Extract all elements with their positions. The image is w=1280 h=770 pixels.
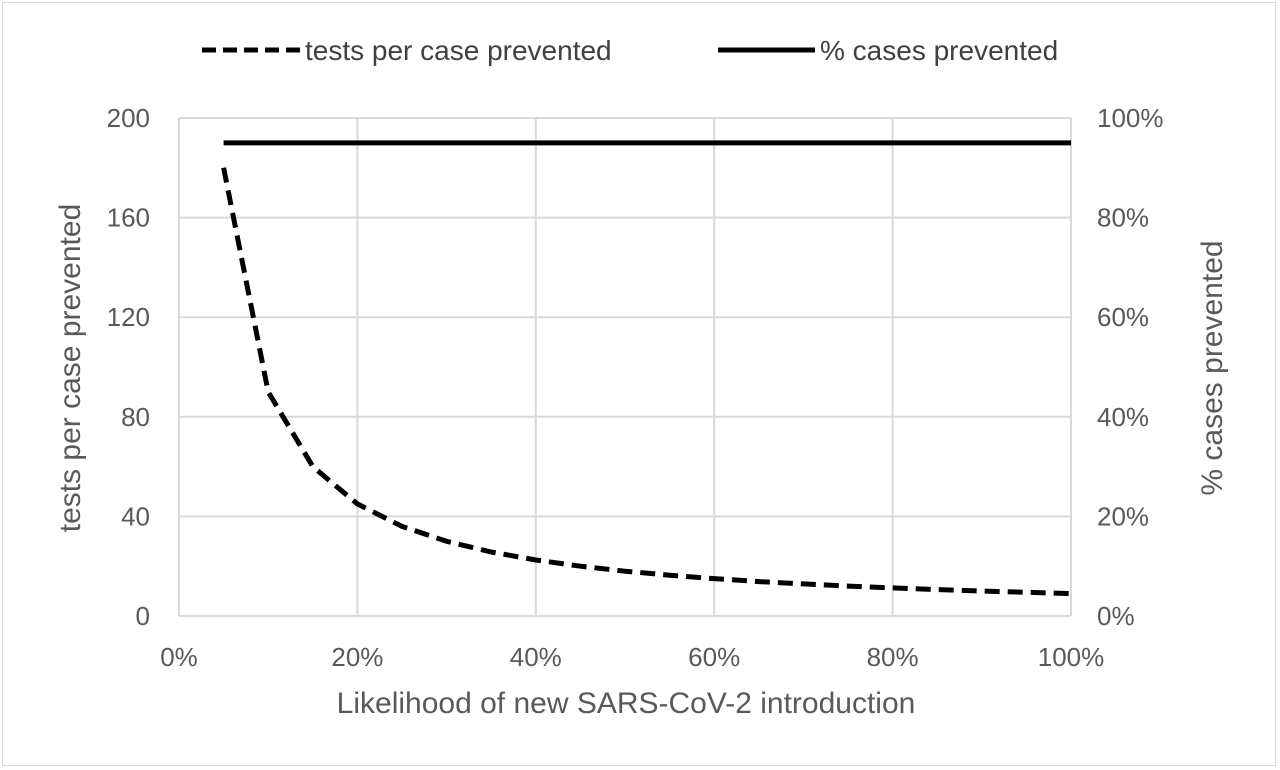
legend-label-tests-per-case: tests per case prevented	[305, 35, 612, 66]
y-tick-label: 0	[136, 601, 150, 631]
y2-tick-label: 0%	[1097, 601, 1135, 631]
y2-axis-ticks: 0% 20% 40% 60% 80% 100%	[1097, 103, 1164, 631]
y-tick-label: 200	[107, 103, 150, 133]
y2-axis-title: % cases prevented	[1196, 240, 1229, 495]
y-tick-label: 120	[107, 302, 150, 332]
legend: tests per case prevented % cases prevent…	[202, 35, 1058, 66]
x-axis-title: Likelihood of new SARS-CoV-2 introductio…	[337, 687, 916, 720]
x-axis-ticks: 0% 20% 40% 60% 80% 100%	[160, 642, 1104, 672]
y2-tick-label: 60%	[1097, 302, 1149, 332]
y2-tick-label: 100%	[1097, 103, 1164, 133]
y-tick-label: 160	[107, 203, 150, 233]
y-axis-ticks: 0 40 80 120 160 200	[107, 103, 150, 631]
legend-label-cases-prevented: % cases prevented	[820, 35, 1058, 66]
y-tick-label: 80	[121, 402, 150, 432]
plot-area	[178, 117, 1072, 617]
series-layer	[221, 140, 1072, 597]
x-tick-label: 20%	[331, 642, 383, 672]
y2-tick-label: 80%	[1097, 203, 1149, 233]
x-tick-label: 100%	[1038, 642, 1105, 672]
y2-tick-label: 40%	[1097, 402, 1149, 432]
x-tick-label: 40%	[510, 642, 562, 672]
y-axis-title: tests per case prevented	[54, 204, 87, 533]
series-line-tests-per-case	[221, 167, 1072, 597]
x-tick-label: 0%	[160, 642, 198, 672]
x-tick-label: 60%	[688, 642, 740, 672]
y2-tick-label: 20%	[1097, 501, 1149, 531]
y-tick-label: 40	[121, 501, 150, 531]
x-tick-label: 80%	[867, 642, 919, 672]
gridlines	[179, 118, 1072, 617]
